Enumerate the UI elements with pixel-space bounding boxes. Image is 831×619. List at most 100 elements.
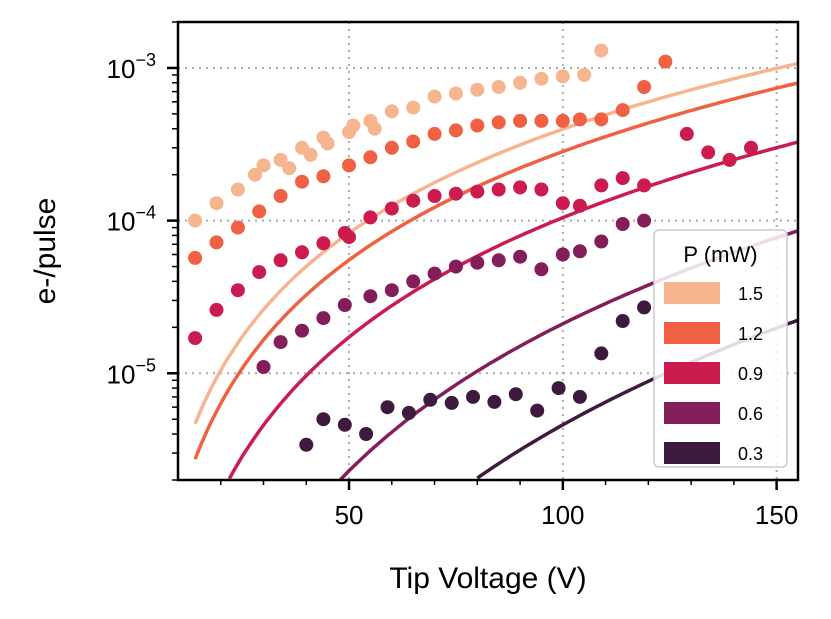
data-point-1.2 — [470, 118, 485, 133]
legend: P (mW) 1.5 1.2 0.9 0.6 0.3 — [653, 229, 788, 468]
data-point-0.3 — [359, 427, 374, 441]
data-point-1.5 — [320, 136, 335, 151]
data-point-1.2 — [188, 250, 203, 265]
data-point-0.9 — [384, 201, 399, 216]
data-point-0.9 — [427, 189, 442, 203]
data-point-0.9 — [701, 145, 716, 160]
data-point-1.5 — [491, 80, 506, 94]
data-point-0.6 — [470, 255, 485, 270]
data-point-0.3 — [444, 395, 459, 410]
y-tick-exponent: −3 — [135, 50, 156, 70]
data-point-0.6 — [572, 244, 587, 259]
data-point-1.2 — [384, 140, 399, 155]
legend-label-1.2: 1.2 — [738, 324, 763, 344]
data-point-0.3 — [487, 394, 502, 409]
data-point-1.5 — [230, 182, 245, 197]
data-point-0.3 — [423, 392, 438, 407]
data-point-0.6 — [384, 283, 399, 298]
legend-label-0.6: 0.6 — [738, 404, 763, 424]
data-point-0.3 — [615, 314, 630, 328]
data-point-1.2 — [572, 112, 587, 127]
data-point-0.6 — [513, 249, 528, 264]
data-point-0.9 — [534, 182, 549, 197]
data-point-1.5 — [448, 86, 463, 101]
data-point-0.9 — [188, 331, 203, 346]
data-point-1.5 — [256, 158, 271, 173]
legend-label-1.5: 1.5 — [738, 284, 763, 304]
x-axis-title: Tip Voltage (V) — [389, 562, 586, 595]
legend-swatch-0.9 — [664, 362, 720, 384]
data-point-0.6 — [615, 217, 630, 231]
data-point-0.3 — [316, 412, 331, 427]
y-axis: 10−5 10−4 10−3 — [107, 21, 178, 481]
data-point-1.2 — [491, 115, 506, 130]
data-point-1.2 — [637, 80, 652, 94]
fit-curve-1.5 — [193, 61, 799, 425]
data-point-0.9 — [316, 236, 331, 251]
data-point-1.5 — [248, 167, 262, 182]
legend-swatch-1.2 — [664, 322, 720, 344]
y-axis-title: e-/pulse — [29, 198, 62, 305]
data-point-0.6 — [363, 289, 378, 304]
data-point-0.9 — [722, 152, 737, 167]
fit-curves — [193, 61, 799, 481]
data-point-1.5 — [534, 71, 549, 86]
data-point-0.6 — [295, 323, 309, 338]
data-point-0.9 — [615, 171, 630, 186]
fit-curve-1.2 — [193, 81, 799, 460]
y-tick-exponent: −5 — [135, 355, 156, 375]
legend-swatch-1.5 — [664, 282, 720, 304]
data-point-0.3 — [637, 300, 652, 315]
data-point-1.5 — [188, 213, 203, 228]
data-point-0.9 — [637, 178, 652, 193]
data-point-0.9 — [209, 302, 224, 317]
data-point-0.3 — [380, 400, 395, 415]
data-point-0.9 — [470, 184, 485, 199]
data-point-1.2 — [615, 103, 630, 118]
data-point-0.6 — [637, 213, 652, 228]
legend-label-0.3: 0.3 — [738, 444, 763, 464]
data-point-0.6 — [256, 360, 271, 374]
data-point-1.5 — [209, 196, 224, 211]
data-point-0.6 — [273, 335, 288, 350]
data-points — [188, 43, 758, 452]
plot-frame — [176, 20, 800, 482]
legend-title: P (mW) — [683, 242, 757, 267]
data-point-1.5 — [594, 43, 609, 58]
data-point-0.9 — [252, 265, 267, 280]
data-point-0.3 — [508, 387, 523, 402]
legend-swatch-0.6 — [664, 402, 720, 424]
data-point-1.2 — [295, 174, 309, 189]
grid — [178, 22, 798, 480]
data-point-0.9 — [491, 182, 506, 197]
data-point-1.5 — [577, 67, 592, 82]
data-point-1.5 — [470, 82, 485, 97]
data-point-1.5 — [303, 147, 318, 162]
y-tick-label: 10−5 — [107, 355, 156, 389]
data-point-1.2 — [448, 123, 463, 138]
data-point-1.5 — [282, 161, 297, 176]
data-point-1.5 — [427, 89, 442, 104]
x-tick-label: 50 — [335, 500, 364, 530]
data-point-1.2 — [427, 126, 442, 141]
data-point-0.3 — [594, 346, 609, 361]
data-point-0.3 — [551, 381, 566, 396]
y-tick-label: 10−3 — [107, 50, 156, 84]
x-tick-label: 100 — [541, 500, 584, 530]
fit-curve-0.9 — [227, 140, 799, 480]
data-point-1.2 — [594, 112, 609, 127]
data-point-0.9 — [363, 210, 378, 225]
data-point-0.9 — [679, 126, 694, 141]
data-point-0.3 — [401, 405, 416, 420]
y-tick-exponent: −4 — [135, 203, 156, 223]
data-point-0.6 — [427, 266, 442, 281]
data-point-0.6 — [555, 247, 570, 262]
data-point-0.6 — [448, 259, 463, 274]
data-point-1.2 — [658, 54, 673, 69]
x-axis: 50 100 150 — [220, 480, 798, 530]
data-point-1.2 — [342, 158, 356, 173]
data-point-1.2 — [555, 113, 570, 128]
data-point-0.9 — [448, 186, 463, 201]
data-point-0.9 — [230, 283, 245, 298]
data-point-1.5 — [384, 104, 399, 119]
